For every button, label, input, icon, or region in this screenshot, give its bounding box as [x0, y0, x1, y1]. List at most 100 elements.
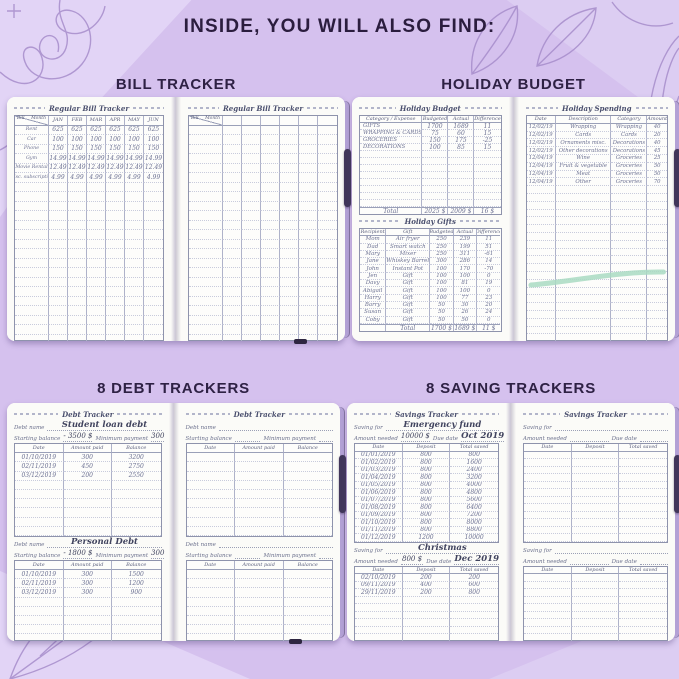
table-cell: [125, 334, 144, 341]
table-cell: [611, 326, 648, 335]
table-cell: [555, 279, 612, 288]
table-cell: [242, 182, 261, 192]
table-cell: [619, 467, 667, 474]
table-cell: [283, 625, 332, 635]
table-cell: [15, 616, 64, 626]
table-cell: [68, 325, 87, 335]
table-cell: [283, 570, 332, 580]
table-cell: [186, 462, 235, 472]
table-cell: [555, 295, 612, 304]
table-cell: [106, 277, 125, 287]
table-cell: 12/02/19: [526, 123, 556, 132]
table-cell: [318, 173, 337, 183]
table-cell: [299, 163, 318, 173]
table-cell: 01/09/2019: [355, 511, 403, 519]
table-cell: [106, 211, 125, 221]
table-cell: 45: [647, 147, 667, 155]
table-cell: [355, 619, 403, 627]
table-cell: [189, 154, 223, 164]
table-cell: [355, 626, 403, 634]
table-cell: [261, 239, 280, 249]
table-cell: [280, 249, 299, 259]
table-cell: [318, 116, 337, 126]
table-cell: 6400: [450, 504, 498, 512]
table-cell: [318, 202, 337, 211]
holiday-budget-heading: HOLIDAY BUDGET: [441, 76, 586, 93]
table-cell: [261, 125, 280, 135]
table-cell: [235, 597, 284, 607]
table-cell: [106, 239, 125, 249]
table-cell: [261, 230, 280, 240]
table-cell: [63, 597, 112, 607]
table-cell: [448, 193, 475, 200]
table-cell: [280, 315, 299, 325]
table-cell: 100: [430, 265, 454, 273]
table-cell: [125, 325, 144, 335]
table-cell: [555, 217, 612, 226]
bill-table-blank: Bill Month: [188, 115, 338, 341]
table-cell: [68, 230, 87, 240]
table-cell: [125, 249, 144, 259]
table-cell: [242, 287, 261, 297]
table-cell: 0: [477, 317, 501, 324]
table-cell: 4.99: [49, 173, 68, 183]
table-cell: [223, 239, 242, 249]
table-cell: [448, 179, 475, 186]
book-gutter: [168, 403, 179, 641]
table-cell: [318, 145, 337, 154]
table-cell: [299, 334, 318, 341]
table-cell: 100: [422, 144, 449, 151]
table-cell: [15, 277, 49, 287]
table-cell: [15, 182, 49, 192]
table-cell: [49, 211, 68, 221]
table-cell: 01/10/2019: [355, 519, 403, 527]
table-cell: [106, 192, 125, 202]
table-cell: 4.99: [125, 173, 144, 183]
table-cell: [619, 589, 667, 597]
table-cell: [242, 192, 261, 202]
table-cell: [318, 325, 337, 335]
table-cell: [524, 466, 572, 474]
table-cell: 11: [474, 123, 501, 130]
table-cell: 14.99: [106, 154, 125, 164]
table-cell: [527, 334, 556, 341]
table-cell: [526, 264, 556, 272]
table-cell: 200: [402, 589, 451, 597]
saving-for-value: Christmas: [385, 543, 499, 554]
table-cell: [619, 582, 667, 589]
table-cell: Mixer: [386, 250, 431, 259]
table-cell: [125, 201, 144, 211]
table-cell: Meat: [555, 170, 612, 179]
table-cell: [186, 471, 235, 481]
table-cell: 09/11/2019: [355, 581, 403, 589]
table-cell: [186, 588, 235, 598]
table-cell: [355, 596, 403, 604]
table-cell: [189, 230, 223, 240]
table-cell: Cards: [555, 131, 612, 140]
table-cell: [189, 220, 223, 230]
table-cell: 81: [453, 280, 478, 288]
table-cell: [402, 596, 451, 604]
table-cell: [189, 258, 223, 268]
table-cell: [235, 634, 284, 641]
table-cell: [49, 201, 68, 211]
table-cell: 50: [430, 309, 454, 317]
table-cell: [112, 499, 161, 509]
table-cell: [571, 466, 620, 474]
table-cell: 300: [430, 258, 454, 266]
table-cell: [526, 326, 556, 335]
table-cell: 7200: [450, 512, 498, 519]
table-cell: [63, 517, 112, 527]
table-cell: [242, 249, 261, 259]
table-cell: [223, 211, 242, 221]
table-cell: [318, 268, 337, 278]
elastic-band: [674, 149, 679, 207]
table-cell: [15, 325, 49, 335]
table-cell: [611, 303, 648, 311]
table-cell: [106, 201, 125, 211]
table-cell: 1689 $: [453, 323, 478, 332]
table-cell: [448, 165, 475, 172]
due-date-blank: [639, 432, 668, 442]
table-cell: [261, 296, 280, 306]
table-cell: FEB: [68, 116, 87, 126]
